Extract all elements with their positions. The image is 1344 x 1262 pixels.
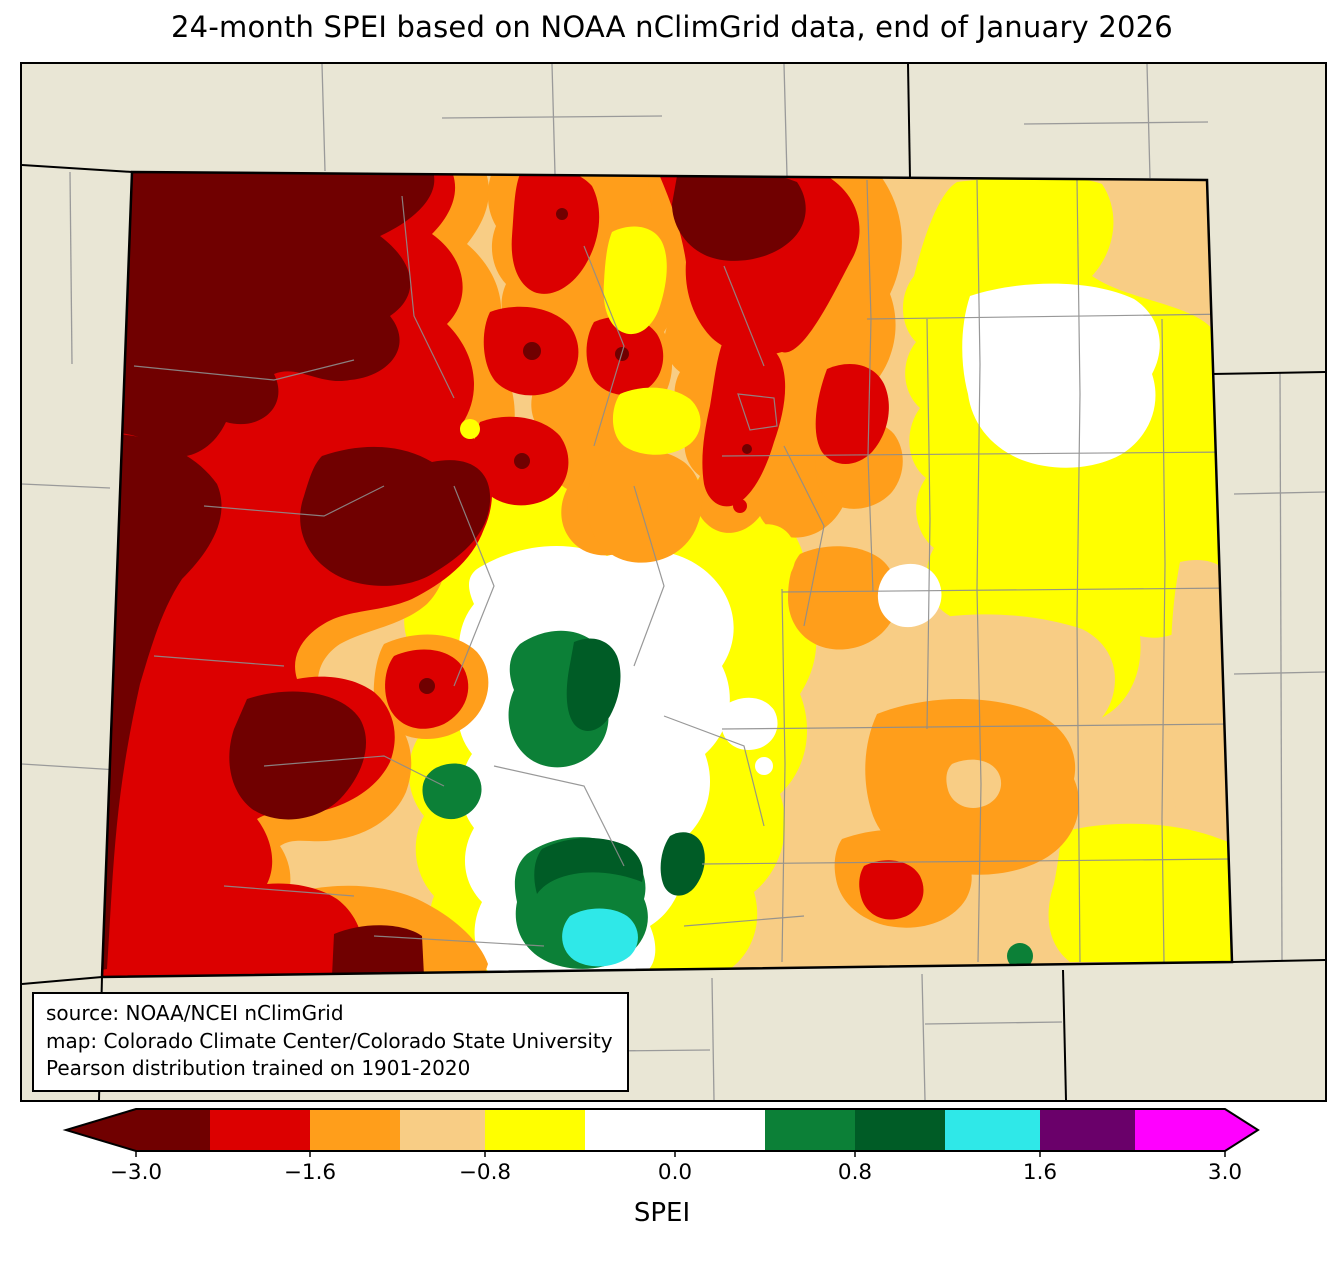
colorbar-segment xyxy=(1040,1109,1135,1151)
source-line: source: NOAA/NCEI nClimGrid xyxy=(46,1001,344,1026)
colorbar-segment xyxy=(945,1109,1040,1151)
colorbar-segment xyxy=(485,1109,585,1151)
region-slight-dry-spots xyxy=(460,226,796,591)
colorbar-segment xyxy=(400,1109,485,1151)
colorbar-segment xyxy=(585,1109,765,1151)
tick-label: 3.0 xyxy=(1207,1160,1243,1185)
map-panel: source: NOAA/NCEI nClimGrid map: Colorad… xyxy=(20,62,1327,1102)
colorbar-segment xyxy=(855,1109,945,1151)
tick-label: 1.6 xyxy=(1022,1160,1058,1185)
colorbar-segment xyxy=(765,1109,855,1151)
colorbar-right-arrow xyxy=(1225,1109,1258,1151)
neighbor-county-lines xyxy=(22,64,1325,1100)
tick-label: −3.0 xyxy=(109,1160,163,1185)
county-lines xyxy=(133,179,1232,963)
colorbar-left-arrow xyxy=(66,1109,136,1151)
colorbar xyxy=(62,1106,1262,1158)
page-title: 24-month SPEI based on NOAA nClimGrid da… xyxy=(171,10,1173,44)
colorbar-tick-labels: −3.0 −1.6 −0.8 0.0 0.8 1.6 3.0 xyxy=(0,1160,1344,1190)
colorbar-ticks xyxy=(135,1151,1226,1157)
colorbar-segment xyxy=(210,1109,310,1151)
tick-label: −1.6 xyxy=(283,1160,337,1185)
method-line: Pearson distribution trained on 1901-202… xyxy=(46,1055,471,1080)
tick-label: −0.8 xyxy=(458,1160,512,1185)
spei-field xyxy=(102,172,1232,977)
colorbar-segment xyxy=(136,1109,210,1151)
colorbar-segment xyxy=(310,1109,400,1151)
colorbar-svg xyxy=(62,1108,1260,1157)
tick-label: 0.0 xyxy=(657,1160,693,1185)
region-mild-dry-core xyxy=(946,759,1002,809)
region-wet-cyan xyxy=(562,908,638,967)
map-credit-line: map: Colorado Climate Center/Colorado St… xyxy=(46,1028,613,1053)
colorbar-axis-label: SPEI xyxy=(633,1198,691,1228)
region-neutral-spots xyxy=(720,563,942,775)
tick-label: 0.8 xyxy=(837,1160,873,1185)
colorado-spei-map xyxy=(22,64,1325,1100)
region-moderate-wet xyxy=(534,638,705,896)
colorbar-segment xyxy=(1135,1109,1225,1151)
source-box: source: NOAA/NCEI nClimGrid map: Colorad… xyxy=(32,992,629,1092)
